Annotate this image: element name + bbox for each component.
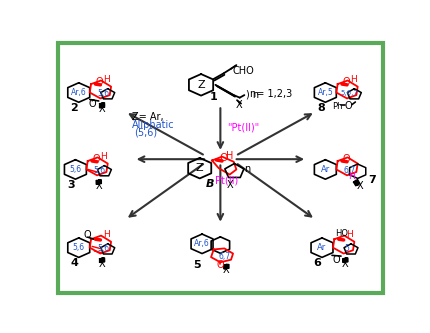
- Text: Z: Z: [197, 80, 205, 90]
- Text: CHO: CHO: [232, 66, 254, 76]
- Text: 5,6: 5,6: [97, 244, 109, 253]
- Text: 5: 5: [344, 244, 349, 253]
- Text: 6: 6: [314, 258, 322, 268]
- Text: 2: 2: [71, 103, 78, 113]
- Text: 5,6: 5,6: [94, 166, 106, 175]
- Text: Z= Ar,: Z= Ar,: [132, 112, 164, 122]
- Text: 4: 4: [71, 258, 78, 268]
- Text: H: H: [346, 230, 353, 239]
- Text: 8: 8: [317, 103, 325, 113]
- Text: O: O: [92, 154, 100, 164]
- Text: 5,6: 5,6: [97, 89, 109, 98]
- Text: O: O: [332, 255, 340, 265]
- Text: H: H: [347, 172, 354, 181]
- Text: H: H: [103, 75, 110, 84]
- Text: Ar: Ar: [317, 243, 327, 252]
- Text: "Pt(II)": "Pt(II)": [227, 122, 259, 132]
- Text: 5,6: 5,6: [69, 165, 81, 174]
- Text: O: O: [219, 154, 227, 164]
- Text: H: H: [103, 230, 110, 239]
- Text: X: X: [342, 259, 349, 269]
- Text: O: O: [345, 101, 353, 111]
- Text: X: X: [226, 180, 233, 190]
- Text: O: O: [96, 77, 104, 87]
- Text: X: X: [99, 259, 105, 269]
- Text: Ar,6: Ar,6: [194, 239, 210, 248]
- Text: 5,6: 5,6: [73, 243, 85, 252]
- Text: n= 1,2,3: n= 1,2,3: [250, 89, 293, 99]
- Text: 5: 5: [193, 260, 201, 270]
- Text: 6,7: 6,7: [218, 252, 230, 261]
- Text: O: O: [343, 77, 350, 87]
- Text: O: O: [343, 154, 350, 164]
- Text: 6,7: 6,7: [344, 166, 356, 175]
- Text: n: n: [244, 165, 251, 174]
- Text: B: B: [206, 178, 215, 188]
- FancyBboxPatch shape: [58, 43, 383, 293]
- Text: X: X: [99, 104, 105, 114]
- Text: X: X: [223, 265, 230, 275]
- Text: 3: 3: [67, 180, 75, 190]
- Text: 7: 7: [368, 175, 376, 185]
- Text: Ar,6: Ar,6: [71, 88, 86, 97]
- Text: Aliphatic: Aliphatic: [132, 120, 175, 130]
- Text: Ph: Ph: [332, 102, 343, 111]
- Text: O: O: [217, 260, 224, 270]
- Text: (5,6): (5,6): [134, 128, 157, 138]
- Text: O: O: [84, 230, 92, 240]
- Text: 1: 1: [210, 92, 218, 102]
- Text: Pt(II): Pt(II): [215, 175, 239, 185]
- Text: Ar,5: Ar,5: [317, 88, 333, 97]
- Text: H: H: [100, 152, 107, 161]
- Text: Z: Z: [196, 163, 203, 173]
- Text: H: H: [350, 75, 356, 84]
- Text: Ar: Ar: [321, 165, 330, 174]
- Text: 5,6,7: 5,6,7: [341, 90, 359, 96]
- Text: X: X: [95, 180, 102, 190]
- Text: ) n: ) n: [246, 90, 259, 100]
- Text: O: O: [88, 99, 96, 109]
- Text: X: X: [235, 100, 242, 110]
- Text: H: H: [226, 151, 233, 161]
- Text: X: X: [356, 181, 363, 191]
- Text: HO: HO: [335, 229, 348, 238]
